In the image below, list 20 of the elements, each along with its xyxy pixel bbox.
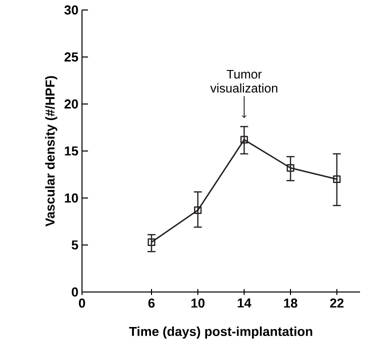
y-tick-label: 30 xyxy=(64,5,78,15)
point xyxy=(148,238,156,246)
y-axis-title: Vascular density (#/HPF) xyxy=(45,76,58,226)
x-tick-label: 22 xyxy=(330,298,344,308)
point xyxy=(333,175,341,183)
y-tick-label: 20 xyxy=(64,99,78,109)
x-axis-title: Time (days) post-implantation xyxy=(129,326,312,339)
annotation: Tumor visualization xyxy=(210,70,278,93)
y-tick-label: 10 xyxy=(64,193,78,203)
y-tick-label: 15 xyxy=(64,146,78,156)
x-tick-label: 14 xyxy=(238,298,252,308)
y-tick-label: 25 xyxy=(64,52,78,62)
point xyxy=(194,206,202,214)
x-tick-label: 6 xyxy=(148,298,155,308)
x-tick-label: 0 xyxy=(78,298,86,308)
x-tick-label: 10 xyxy=(191,298,205,308)
y-tick-label: 5 xyxy=(72,240,78,250)
y-tick-label: 0 xyxy=(72,287,78,297)
point xyxy=(240,136,248,144)
x-tick-label: 18 xyxy=(284,298,298,308)
